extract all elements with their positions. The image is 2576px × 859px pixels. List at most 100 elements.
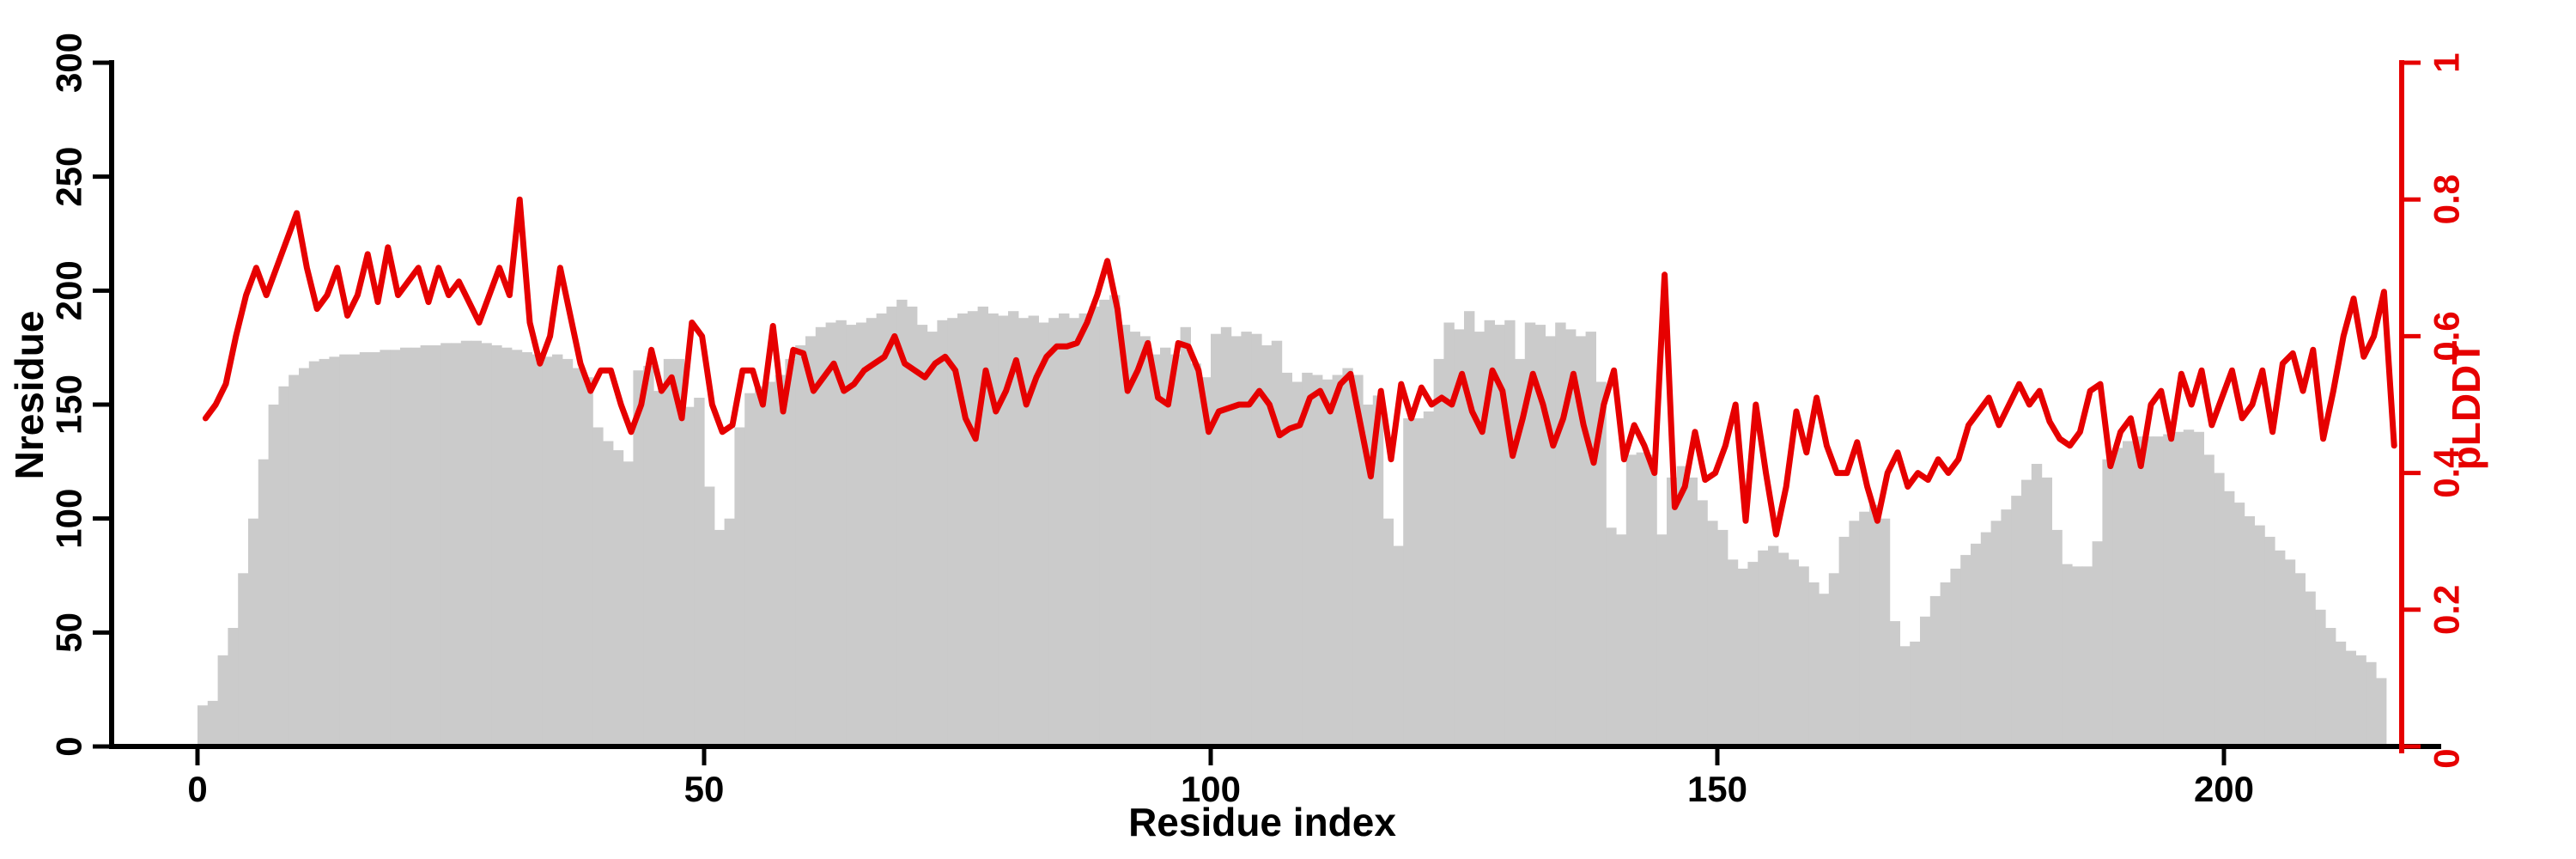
bar-residue-128 xyxy=(1494,325,1505,746)
bar-residue-62 xyxy=(825,322,836,746)
bar-residue-189 xyxy=(2112,448,2123,746)
bar-residue-71 xyxy=(916,325,928,746)
bar-residue-131 xyxy=(1524,322,1536,746)
bar-residue-151 xyxy=(1727,559,1739,746)
bar-residue-12 xyxy=(319,358,330,746)
bar-residue-76 xyxy=(967,311,979,746)
bar-residue-26 xyxy=(460,340,472,746)
bar-residue-8 xyxy=(278,386,289,746)
bar-residue-63 xyxy=(835,320,847,746)
bar-residue-204 xyxy=(2264,536,2275,746)
bar-residue-163 xyxy=(1849,521,1860,746)
bar-residue-61 xyxy=(815,326,827,746)
bar-residue-38 xyxy=(582,377,593,746)
bar-residue-91 xyxy=(1119,325,1131,746)
bar-residue-132 xyxy=(1534,325,1546,746)
bar-residue-100 xyxy=(1211,333,1222,746)
bar-residue-211 xyxy=(2335,641,2347,746)
bar-residue-190 xyxy=(2123,441,2134,746)
bar-residue-117 xyxy=(1382,518,1394,746)
bar-residue-20 xyxy=(400,347,411,746)
bar-residue-42 xyxy=(623,461,634,746)
bar-residue-164 xyxy=(1859,511,1870,746)
bar-residue-150 xyxy=(1717,529,1728,746)
x-tick-label: 200 xyxy=(2194,769,2254,809)
bar-residue-198 xyxy=(2203,454,2215,746)
bar-residue-105 xyxy=(1261,345,1273,746)
bar-residue-112 xyxy=(1332,375,1343,746)
bar-residue-102 xyxy=(1230,336,1242,746)
bar-residue-146 xyxy=(1676,466,1688,746)
bar-residue-136 xyxy=(1575,336,1587,746)
bar-residue-208 xyxy=(2305,591,2316,746)
bar-residue-93 xyxy=(1139,336,1151,746)
bar-residue-210 xyxy=(2325,628,2336,746)
bar-residue-45 xyxy=(653,391,665,746)
bar-residue-155 xyxy=(1768,545,1779,746)
bar-residue-130 xyxy=(1515,358,1526,746)
bar-residue-126 xyxy=(1473,332,1485,746)
bar-residue-172 xyxy=(1940,582,1951,746)
bar-residue-9 xyxy=(289,375,300,746)
bar-residue-4 xyxy=(238,573,249,746)
bar-residue-7 xyxy=(268,405,279,746)
bar-residue-169 xyxy=(1910,641,1921,746)
bar-residue-125 xyxy=(1464,311,1475,746)
bar-residue-177 xyxy=(1990,521,2002,746)
bar-residue-92 xyxy=(1129,332,1140,746)
bar-residue-101 xyxy=(1220,326,1232,746)
bar-residue-104 xyxy=(1251,333,1262,746)
bar-residue-28 xyxy=(481,343,492,746)
bar-residue-6 xyxy=(258,459,270,746)
bar-residue-17 xyxy=(369,352,380,746)
bar-residue-161 xyxy=(1828,573,1840,746)
bar-residue-64 xyxy=(846,325,857,746)
bar-residue-103 xyxy=(1241,332,1252,746)
bar-residue-88 xyxy=(1089,306,1100,746)
bar-residue-70 xyxy=(907,306,918,746)
bar-residue-85 xyxy=(1059,313,1070,746)
bar-residue-179 xyxy=(2011,496,2022,746)
bar-residue-180 xyxy=(2021,479,2032,746)
bar-residue-57 xyxy=(775,375,786,746)
bar-residue-13 xyxy=(329,356,340,746)
bar-residue-36 xyxy=(562,358,574,746)
bar-residue-209 xyxy=(2315,609,2326,746)
bar-residue-50 xyxy=(704,486,715,746)
bar-residue-78 xyxy=(987,313,999,746)
bar-residue-41 xyxy=(612,450,624,746)
bar-residue-5 xyxy=(248,518,259,746)
bar-residue-106 xyxy=(1271,340,1283,746)
bar-residue-181 xyxy=(2031,464,2043,746)
bar-residue-140 xyxy=(1616,534,1627,746)
bar-residue-158 xyxy=(1798,566,1809,746)
bar-residue-30 xyxy=(501,347,513,746)
bar-residue-196 xyxy=(2183,430,2195,746)
bar-residue-22 xyxy=(420,345,431,746)
right-tick-label: 0.2 xyxy=(2427,585,2467,635)
bar-residue-84 xyxy=(1048,318,1060,746)
bar-residue-137 xyxy=(1585,332,1596,746)
bar-residue-67 xyxy=(876,313,887,746)
bar-residue-99 xyxy=(1200,377,1212,746)
bar-residue-69 xyxy=(896,299,908,746)
bar-residue-46 xyxy=(663,358,675,746)
bar-residue-203 xyxy=(2254,525,2265,746)
bar-residue-115 xyxy=(1363,405,1374,746)
bar-residue-188 xyxy=(2102,459,2113,746)
bar-residue-139 xyxy=(1606,527,1617,746)
bar-residue-206 xyxy=(2284,559,2296,746)
bar-residue-95 xyxy=(1160,347,1171,746)
bar-residue-143 xyxy=(1646,454,1657,746)
bar-residue-80 xyxy=(1008,311,1019,746)
bar-residue-44 xyxy=(643,365,654,746)
bar-residue-152 xyxy=(1737,569,1748,746)
bar-residue-55 xyxy=(755,386,766,746)
right-tick-label: 0.6 xyxy=(2427,311,2467,361)
bar-residue-171 xyxy=(1929,595,1941,746)
bar-residue-191 xyxy=(2132,436,2144,746)
left-tick-label: 100 xyxy=(49,489,89,549)
bar-residue-184 xyxy=(2062,564,2073,746)
bar-residue-159 xyxy=(1808,582,1820,746)
